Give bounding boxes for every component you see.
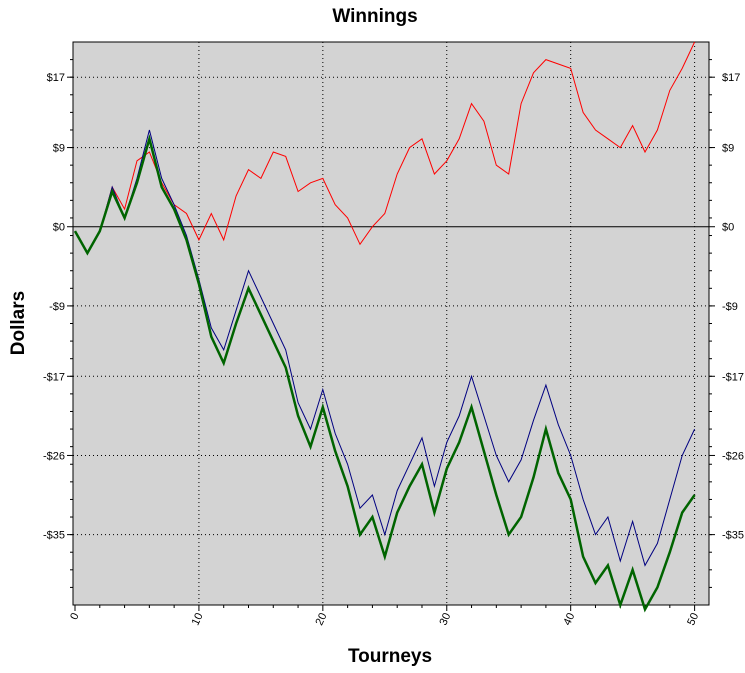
series-line-2	[74, 129, 696, 567]
y-tick-label-right: $17	[722, 72, 740, 84]
x-tick-label: 50	[685, 611, 701, 627]
series-lines	[73, 41, 696, 613]
plot-area	[72, 41, 710, 606]
y-tick-label-left: $17	[47, 72, 65, 84]
x-tick-label: 0	[68, 611, 81, 622]
series-line-3	[73, 133, 696, 613]
x-tick-label: 10	[190, 611, 206, 627]
y-tick-label-right: -$9	[722, 301, 738, 313]
y-tick-label-right: -$26	[722, 450, 744, 462]
x-tick-label: 40	[561, 611, 577, 627]
y-tick-label-right: $9	[722, 143, 734, 155]
x-tick-label: 30	[437, 611, 453, 627]
y-tick-label-left: -$35	[43, 530, 65, 542]
x-axis-title: Tourneys	[348, 646, 432, 667]
x-tick-label: 20	[314, 611, 330, 627]
y-tick-label-left: -$17	[43, 371, 65, 383]
y-axis-title: Dollars	[8, 291, 29, 355]
y-tick-label-right: -$17	[722, 371, 744, 383]
axis-ticks	[67, 59, 715, 611]
y-tick-label-left: -$26	[43, 450, 65, 462]
y-tick-label-left: $0	[53, 222, 65, 234]
tick-labels: $17 $17 $9 $9 $0 $0 -$9 -$9 -$17 -$17 -$26 -$26 -$35…	[43, 72, 744, 627]
series-line-1	[74, 41, 696, 255]
y-tick-label-left: $9	[53, 143, 65, 155]
chart-title: Winnings	[332, 6, 417, 27]
grid-lines	[73, 42, 709, 605]
y-tick-label-left: -$9	[49, 301, 65, 313]
y-tick-label-right: $0	[722, 222, 734, 234]
y-tick-label-right: -$35	[722, 530, 744, 542]
